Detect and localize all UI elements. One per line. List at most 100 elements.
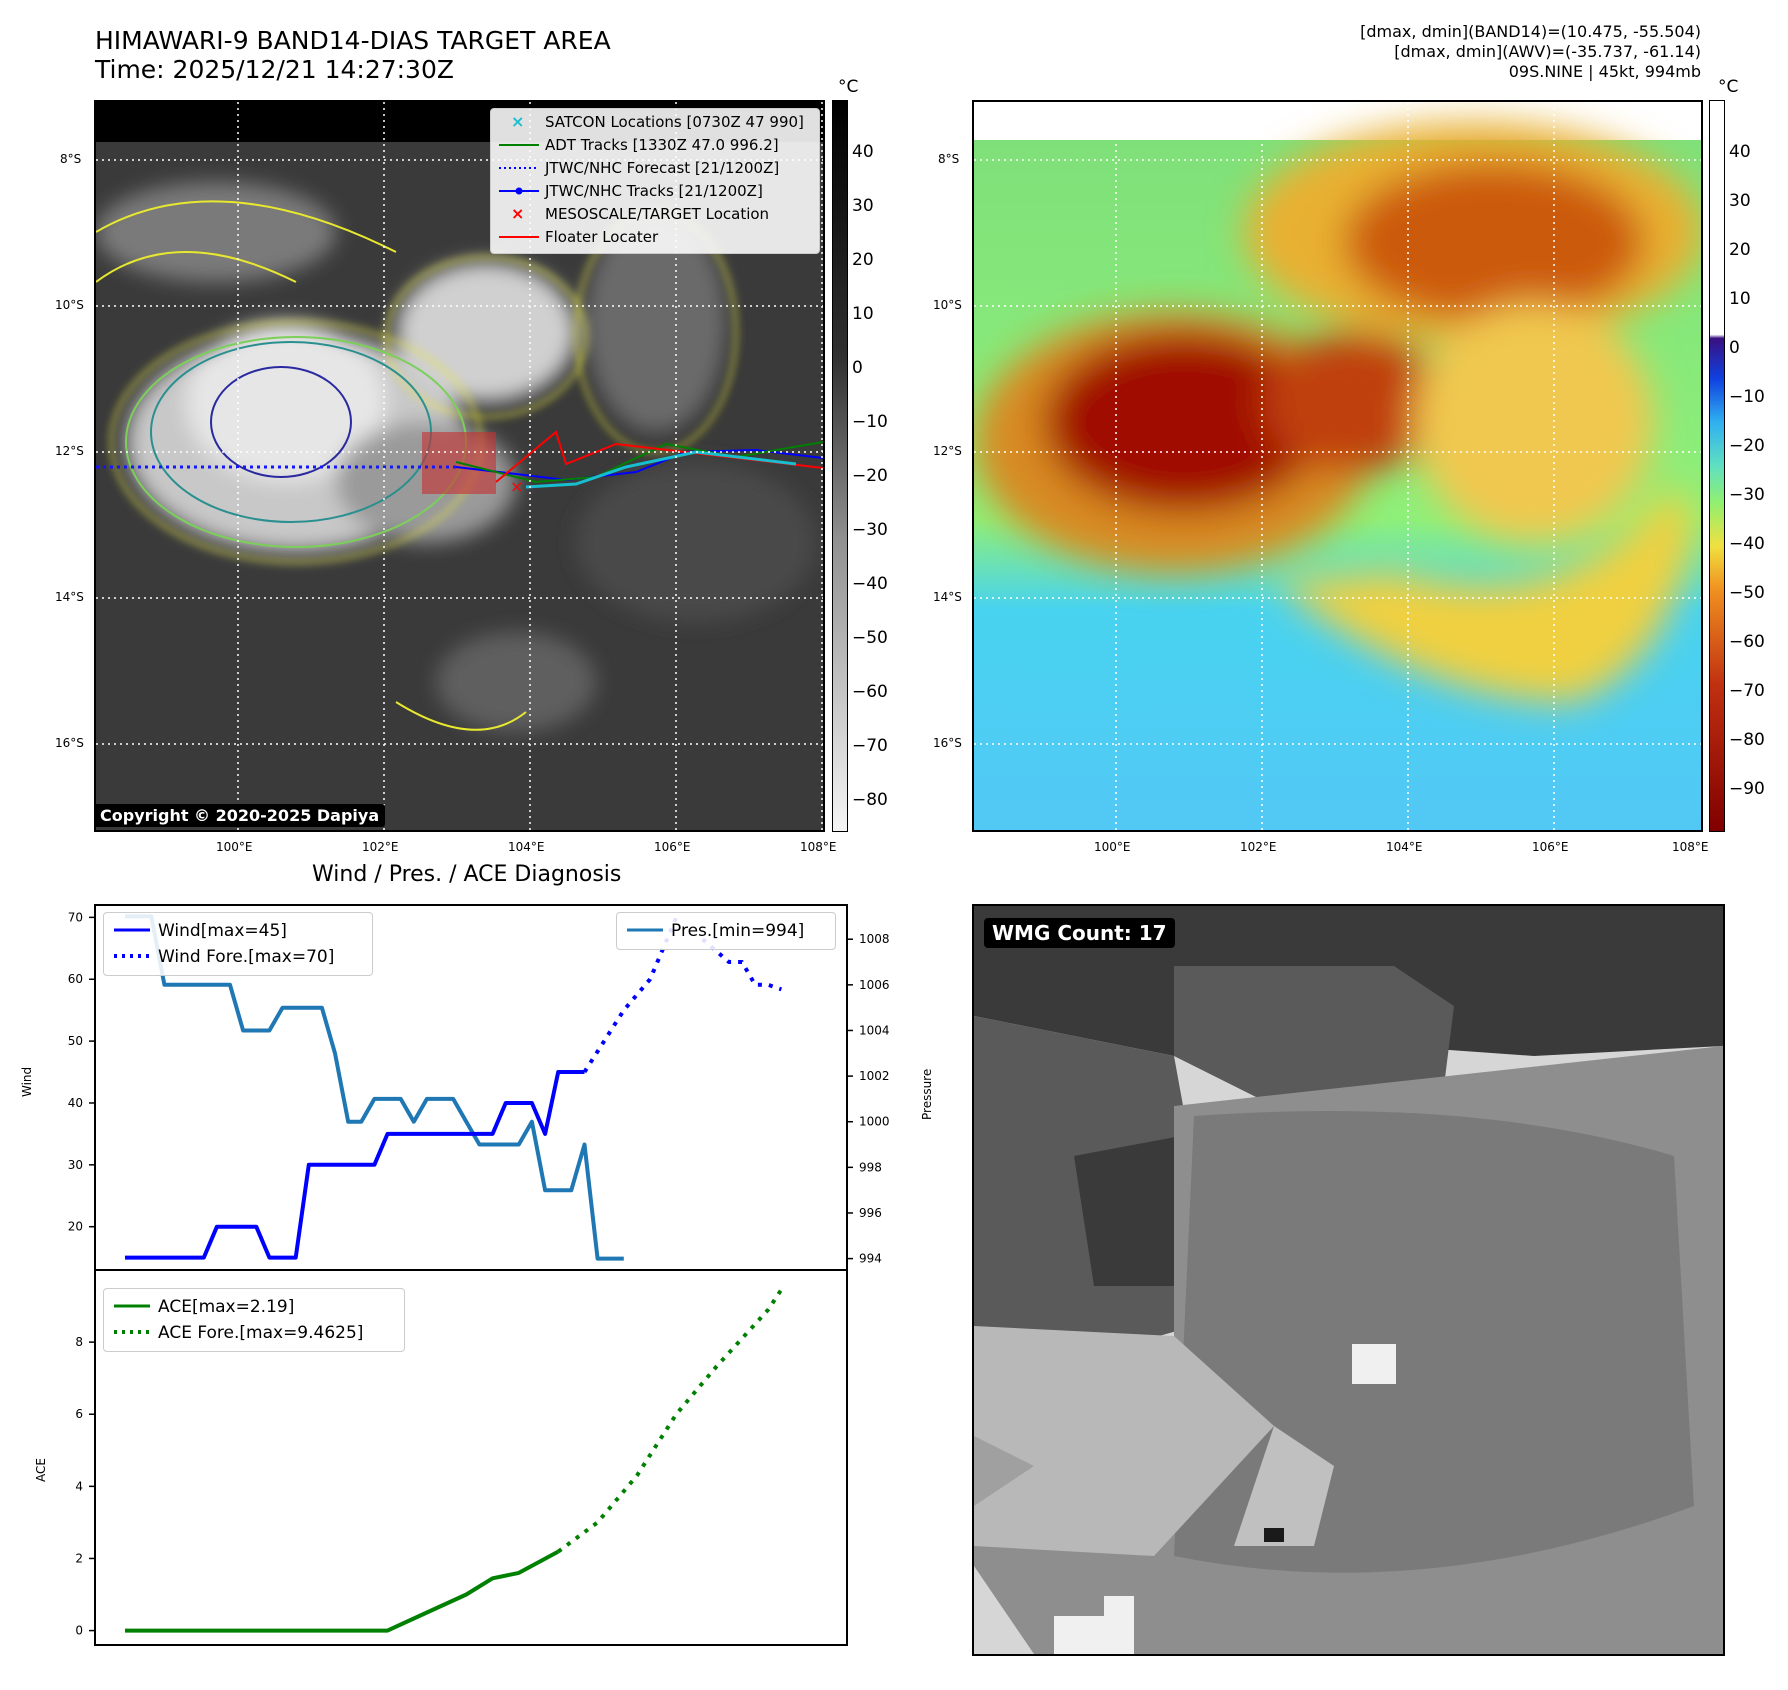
diagnosis-title: Wind / Pres. / ACE Diagnosis (312, 862, 622, 887)
axis-tick-label: 6 (75, 1407, 83, 1421)
colorbar-tick-label: 10 (852, 304, 874, 324)
wmg-image (974, 906, 1723, 1654)
axis-tick-label: 70 (68, 910, 83, 924)
lat-label: 12°S (55, 444, 84, 458)
ir-satellite-panel: × (94, 100, 825, 832)
info-line-1: [dmax, dmin](BAND14)=(10.475, -55.504) (1360, 22, 1701, 41)
ir-satellite-image: × (96, 102, 823, 830)
lat-label: 16°S (933, 736, 962, 750)
lon-label: 108°E (1672, 840, 1709, 854)
track-legend: × SATCON Locations [0730Z 47 990] ADT Tr… (490, 108, 820, 254)
ace-axes-frame (94, 1269, 848, 1646)
axis-tick-label: 40 (68, 1096, 83, 1110)
info-line-3: 09S.NINE | 45kt, 994mb (1508, 62, 1701, 81)
wmg-count-badge: WMG Count: 17 (984, 918, 1175, 948)
colorbar-tick-label: 10 (1729, 289, 1751, 309)
svg-text:×: × (510, 477, 523, 496)
colorbar-tick-label: 40 (852, 142, 874, 162)
dotted-line-icon (114, 954, 150, 958)
wind-axis-title: Wind (20, 1066, 34, 1097)
colorbar-tick-label: −40 (1729, 534, 1765, 554)
lat-label: 14°S (55, 590, 84, 604)
colorbar-tick-label: 0 (852, 358, 863, 378)
axis-tick-label: 8 (75, 1335, 83, 1349)
axis-tick-label: 20 (68, 1220, 83, 1234)
colorbar-tick-label: 20 (852, 250, 874, 270)
colorbar-left (832, 100, 848, 832)
lon-label: 104°E (508, 840, 545, 854)
axis-tick-label: 994 (859, 1252, 882, 1266)
title-line-2: Time: 2025/12/21 14:27:30Z (95, 55, 454, 84)
line-marker-icon (499, 144, 539, 146)
pressure-legend: Pres.[min=994] (616, 912, 836, 950)
colorbar-tick-label: −50 (852, 628, 888, 648)
colorbar-right-unit: °C (1718, 77, 1739, 97)
figure-title: HIMAWARI-9 BAND14-DIAS TARGET AREA Time:… (95, 26, 611, 84)
colorbar-tick-label: 30 (1729, 191, 1751, 211)
title-line-1: HIMAWARI-9 BAND14-DIAS TARGET AREA (95, 26, 611, 55)
line-dot-icon (499, 187, 539, 195)
axis-tick-label: 30 (68, 1158, 83, 1172)
awv-satellite-image (974, 102, 1701, 830)
awv-satellite-panel (972, 100, 1703, 832)
lat-label: 8°S (60, 152, 82, 166)
lon-label: 106°E (654, 840, 691, 854)
colorbar-tick-label: −20 (852, 466, 888, 486)
wmg-panel (972, 904, 1725, 1656)
colorbar-tick-label: −30 (852, 520, 888, 540)
axis-tick-label: 1004 (859, 1023, 890, 1037)
lon-label: 102°E (1240, 840, 1277, 854)
x-marker-icon: × (511, 112, 524, 131)
wind-legend: Wind[max=45] Wind Fore.[max=70] (103, 912, 373, 976)
colorbar-right-ticks: 40 30 20 10 0 −10 −20 −30 −40 −50 −60 −70 −80 −90 (1729, 100, 1788, 830)
colorbar-right (1709, 100, 1725, 832)
colorbar-tick-label: −50 (1729, 583, 1765, 603)
lon-label: 106°E (1532, 840, 1569, 854)
lat-label: 8°S (938, 152, 960, 166)
wind-series-line (125, 1070, 585, 1260)
colorbar-left-unit: °C (838, 77, 859, 97)
svg-text:×: × (511, 112, 524, 131)
lat-label: 16°S (55, 736, 84, 750)
axis-tick-label: 998 (859, 1160, 882, 1174)
axis-tick-label: 60 (68, 972, 83, 986)
colorbar-tick-label: −70 (852, 736, 888, 756)
colorbar-tick-label: 0 (1729, 338, 1740, 358)
colorbar-tick-label: −60 (852, 682, 888, 702)
colorbar-tick-label: −10 (1729, 387, 1765, 407)
axis-tick-label: 1002 (859, 1069, 890, 1083)
dotted-line-icon (499, 167, 539, 169)
axis-tick-label: 996 (859, 1206, 882, 1220)
axis-tick-label: 0 (75, 1624, 83, 1638)
lat-label: 10°S (933, 298, 962, 312)
pressure-axis-title: Pressure (920, 1068, 934, 1120)
axis-tick-label: 1006 (859, 978, 890, 992)
colorbar-tick-label: −70 (1729, 681, 1765, 701)
colorbar-tick-label: −60 (1729, 632, 1765, 652)
wind-forecast-series-line (582, 916, 679, 1074)
colorbar-left-ticks: 40 30 20 10 0 −10 −20 −30 −40 −50 −60 −70 −80 (852, 100, 912, 830)
colorbar-tick-label: 40 (1729, 142, 1751, 162)
axis-tick-label: 2 (75, 1551, 83, 1565)
solid-line-icon (114, 1304, 150, 1308)
copyright-badge: Copyright © 2020-2025 Dapiya (94, 804, 386, 827)
pressure-forecast-series-line (701, 937, 783, 992)
axis-tick-label: 1000 (859, 1115, 890, 1129)
lat-label: 14°S (933, 590, 962, 604)
lon-label: 100°E (1094, 840, 1131, 854)
x-marker-icon: × (511, 204, 524, 223)
lon-label: 102°E (362, 840, 399, 854)
line-marker-icon (499, 236, 539, 238)
axis-tick-label: 4 (75, 1479, 83, 1493)
colorbar-tick-label: −80 (852, 790, 888, 810)
colorbar-tick-label: −90 (1729, 779, 1765, 799)
dotted-line-icon (114, 1330, 150, 1334)
ace-legend: ACE[max=2.19] ACE Fore.[max=9.4625] (103, 1288, 405, 1352)
lon-label: 108°E (800, 840, 837, 854)
storm-info: [dmax, dmin](BAND14)=(10.475, -55.504) [… (1360, 22, 1701, 82)
colorbar-tick-label: −10 (852, 412, 888, 432)
info-line-2: [dmax, dmin](AWV)=(-35.737, -61.14) (1394, 42, 1701, 61)
ace-series-line (125, 1549, 560, 1633)
colorbar-tick-label: −20 (1729, 436, 1765, 456)
